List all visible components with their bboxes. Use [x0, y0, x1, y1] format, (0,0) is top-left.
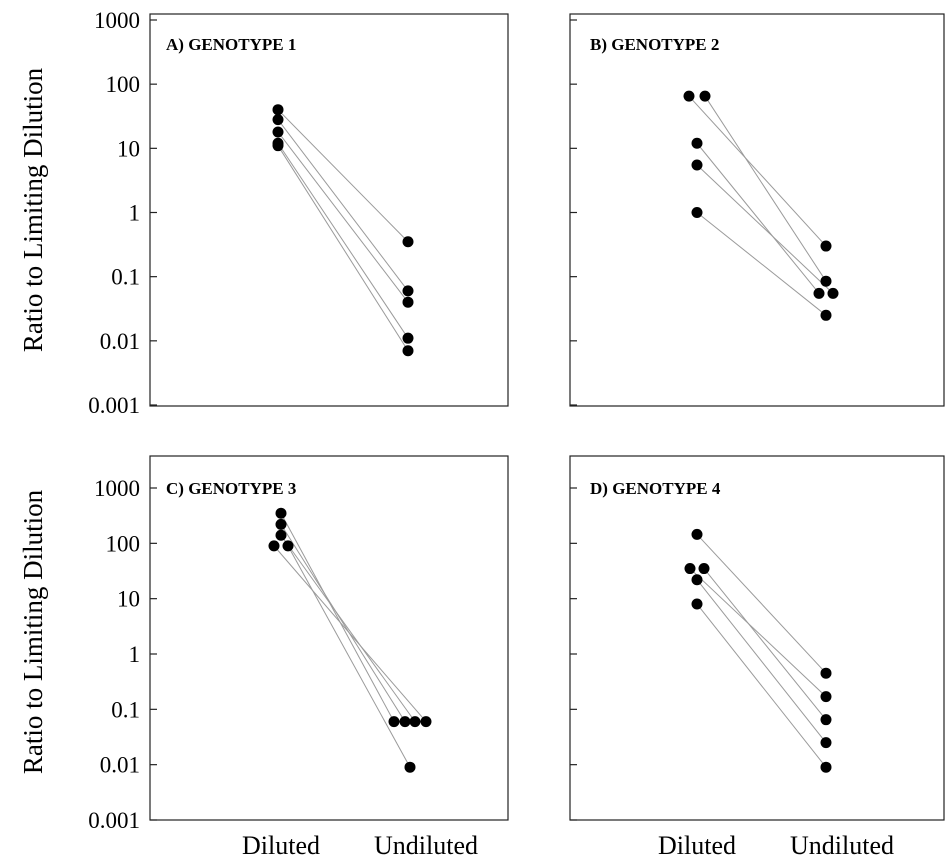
pair-line	[277, 119, 409, 292]
panel-title: C) GENOTYPE 3	[166, 479, 296, 498]
point-diluted	[699, 90, 711, 102]
panel-frame	[149, 13, 509, 407]
point-diluted	[691, 159, 703, 171]
y-tick-label: 10	[117, 587, 140, 612]
pair-line	[277, 131, 409, 303]
point-undiluted	[820, 761, 832, 773]
panel-2: B) GENOTYPE 2	[569, 13, 945, 407]
point-undiluted	[420, 716, 432, 728]
pair-line	[696, 579, 827, 743]
point-undiluted	[402, 285, 414, 297]
point-undiluted	[820, 275, 832, 287]
pair-line	[277, 109, 409, 243]
point-diluted	[683, 90, 695, 102]
y-tick-label: 100	[106, 531, 141, 556]
pair-line	[696, 142, 820, 294]
point-diluted	[268, 540, 280, 552]
pair-line	[280, 534, 416, 722]
point-undiluted	[399, 716, 411, 728]
point-diluted	[275, 529, 287, 541]
point-diluted	[275, 507, 287, 519]
point-undiluted	[820, 737, 832, 749]
pair-line	[703, 568, 827, 720]
panel-title: D) GENOTYPE 4	[590, 479, 721, 498]
point-undiluted	[820, 691, 832, 703]
point-undiluted	[409, 716, 421, 728]
y-tick-label: 0.01	[100, 329, 140, 354]
y-tick-label: 0.1	[111, 265, 140, 290]
point-diluted	[691, 207, 703, 218]
panel-4: D) GENOTYPE 4 Diluted Undiluted	[569, 455, 945, 860]
point-diluted	[282, 540, 294, 552]
y-tick-label: 0.001	[88, 808, 140, 833]
panel-title: B) GENOTYPE 2	[590, 35, 719, 54]
ylabel-bottom: Ratio to Limiting Dilution	[18, 489, 48, 774]
point-undiluted	[820, 240, 832, 252]
pair-line	[280, 524, 406, 722]
point-undiluted	[813, 287, 825, 299]
panels: 0.001 0.01 0.1 1 10 100 1000 A) GENOTYPE 1 B) GE…	[88, 8, 945, 860]
y-tick-label: 1	[129, 642, 141, 667]
point-undiluted	[820, 714, 832, 726]
point-diluted	[272, 126, 284, 138]
x-category-label: Diluted	[242, 831, 320, 860]
ylabel-top: Ratio to Limiting Dilution	[18, 67, 48, 352]
point-diluted	[684, 563, 696, 575]
point-diluted	[691, 574, 703, 586]
panel-frame	[149, 455, 509, 821]
y-tick-label: 0.1	[111, 697, 140, 722]
panel-3: 0.001 0.01 0.1 1 10 100 1000 C) GENOTYPE 3 Dilut…	[88, 455, 509, 860]
point-undiluted	[827, 287, 839, 299]
x-category-label: Diluted	[658, 831, 736, 860]
point-diluted	[275, 518, 287, 530]
point-undiluted	[404, 761, 416, 773]
panel-title: A) GENOTYPE 1	[166, 35, 296, 54]
point-diluted	[698, 563, 710, 575]
point-undiluted	[402, 345, 414, 357]
pair-line	[696, 534, 827, 674]
pair-line	[696, 164, 834, 294]
point-diluted	[691, 137, 703, 149]
point-undiluted	[402, 332, 414, 344]
pair-line	[280, 512, 395, 722]
point-undiluted	[388, 716, 400, 728]
pair-line	[273, 545, 427, 722]
y-tick-label: 1000	[94, 8, 140, 33]
point-undiluted	[402, 236, 414, 248]
point-undiluted	[820, 667, 832, 679]
pair-line	[277, 142, 409, 339]
pair-line	[696, 603, 827, 768]
point-diluted	[272, 114, 284, 126]
y-tick-label: 0.001	[88, 393, 140, 418]
pair-line	[277, 145, 409, 352]
pair-line	[704, 95, 827, 282]
point-undiluted	[402, 296, 414, 308]
x-category-label: Undiluted	[374, 831, 478, 860]
point-undiluted	[820, 309, 832, 321]
pair-line	[287, 545, 411, 768]
point-diluted	[691, 598, 703, 610]
pair-line	[689, 568, 827, 697]
y-tick-label: 1	[129, 201, 141, 226]
point-diluted	[691, 528, 703, 540]
y-tick-label: 0.01	[100, 753, 140, 778]
pair-line	[696, 212, 827, 316]
pair-line	[688, 95, 827, 247]
y-tick-label: 10	[117, 136, 140, 161]
panel-frame	[569, 455, 945, 821]
point-diluted	[272, 140, 284, 152]
point-diluted	[272, 104, 284, 116]
y-tick-label: 100	[106, 72, 141, 97]
x-category-label: Undiluted	[790, 831, 894, 860]
panel-1: 0.001 0.01 0.1 1 10 100 1000 A) GENOTYPE 1	[88, 8, 509, 418]
y-tick-label: 1000	[94, 476, 140, 501]
panel-frame	[569, 13, 945, 407]
